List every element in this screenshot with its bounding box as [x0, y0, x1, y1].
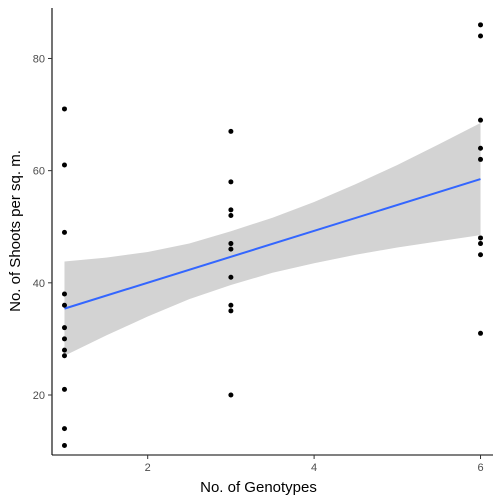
x-tick-label: 6 — [477, 462, 483, 474]
data-point — [228, 207, 234, 213]
data-point — [228, 241, 234, 247]
y-tick-label: 20 — [33, 390, 45, 402]
data-point — [228, 392, 234, 398]
data-point — [61, 229, 67, 235]
data-point — [61, 336, 67, 342]
y-tick-label: 40 — [33, 278, 45, 290]
y-axis-title: No. of Shoots per sq. m. — [7, 150, 24, 312]
confidence-band — [64, 122, 481, 356]
data-point — [61, 442, 67, 448]
data-point — [478, 235, 484, 241]
data-point — [228, 213, 234, 219]
data-point — [228, 308, 234, 314]
data-point — [228, 128, 234, 134]
axes-layer: 2 4 6 20 40 60 80 — [33, 8, 493, 474]
data-point — [61, 162, 67, 168]
data-point — [478, 156, 484, 162]
data-points-layer — [61, 22, 484, 448]
data-point — [478, 33, 484, 39]
data-point — [61, 347, 67, 353]
data-point — [61, 302, 67, 308]
fit-line-layer — [64, 178, 481, 310]
y-tick-label: 60 — [33, 166, 45, 178]
data-point — [228, 274, 234, 280]
data-point — [228, 246, 234, 252]
data-point — [478, 330, 484, 336]
data-point — [61, 325, 67, 331]
data-point — [61, 386, 67, 392]
data-point — [478, 22, 484, 28]
y-tick-label: 80 — [33, 53, 45, 65]
x-tick-label: 4 — [311, 462, 317, 474]
confidence-band-layer — [64, 122, 481, 356]
regression-line — [64, 178, 481, 310]
data-point — [478, 252, 484, 258]
x-axis-title: No. of Genotypes — [200, 479, 317, 496]
data-point — [228, 302, 234, 308]
data-point — [478, 241, 484, 247]
data-point — [478, 145, 484, 151]
data-point — [61, 291, 67, 297]
data-point — [478, 117, 484, 123]
data-point — [61, 106, 67, 112]
data-point — [228, 179, 234, 185]
data-point — [61, 353, 67, 359]
x-tick-label: 2 — [145, 462, 151, 474]
data-point — [61, 426, 67, 432]
